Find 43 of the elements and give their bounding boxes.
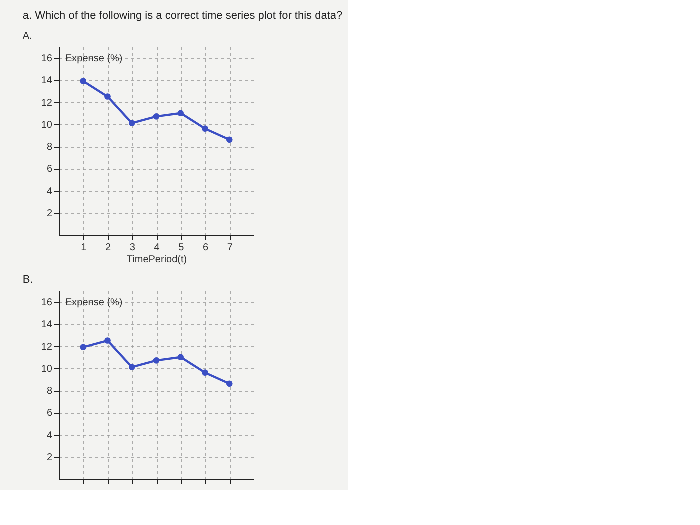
x-tick-label: 3 — [130, 242, 136, 254]
y-axis-title: Expense (%) — [66, 298, 123, 308]
point — [128, 364, 136, 370]
y-tick-label: 10 — [41, 120, 53, 131]
point — [128, 120, 136, 126]
y-axis-title: Expense (%) — [66, 54, 123, 64]
y-tick-label: 2 — [46, 452, 53, 464]
y-tick-label: 14 — [41, 76, 53, 87]
y-tick-label: 8 — [46, 142, 53, 154]
y-tick-label: 16 — [41, 54, 53, 65]
y-tick-label: 14 — [41, 320, 53, 331]
y-tick-label: 12 — [41, 98, 53, 109]
y-tick-label: 8 — [46, 386, 53, 398]
point — [226, 380, 233, 388]
chart-title: a. Which of the following is a correct time series plot for this data? — [22, 10, 343, 22]
point — [202, 370, 208, 376]
point — [104, 94, 111, 100]
x-axis-title: TimePeriod(t) — [126, 254, 188, 266]
point — [153, 358, 160, 364]
point — [80, 344, 87, 351]
y-tick-label: 4 — [46, 430, 53, 442]
x-tick-label: 4 — [154, 242, 160, 254]
y-tick-label: 2 — [46, 208, 53, 220]
y-tick-label: 4 — [46, 186, 53, 198]
x-tick-label: 6 — [202, 242, 209, 254]
point — [226, 136, 233, 144]
point — [80, 78, 87, 84]
point — [202, 126, 208, 132]
point — [104, 338, 111, 344]
chart-title: B. — [22, 274, 34, 286]
point — [178, 110, 184, 117]
y-tick-label: 16 — [41, 298, 53, 309]
y-tick-label: 6 — [46, 408, 53, 420]
x-tick-label: 5 — [178, 242, 185, 254]
x-tick-label: 1 — [81, 242, 88, 254]
y-tick-label: 6 — [46, 164, 53, 176]
point — [178, 354, 184, 361]
point — [153, 114, 160, 120]
chart-subtitle: A. — [22, 31, 32, 42]
x-tick-label: 7 — [227, 242, 234, 254]
y-tick-label: 12 — [41, 342, 53, 353]
x-tick-label: 2 — [105, 242, 112, 254]
y-tick-label: 10 — [41, 364, 53, 375]
